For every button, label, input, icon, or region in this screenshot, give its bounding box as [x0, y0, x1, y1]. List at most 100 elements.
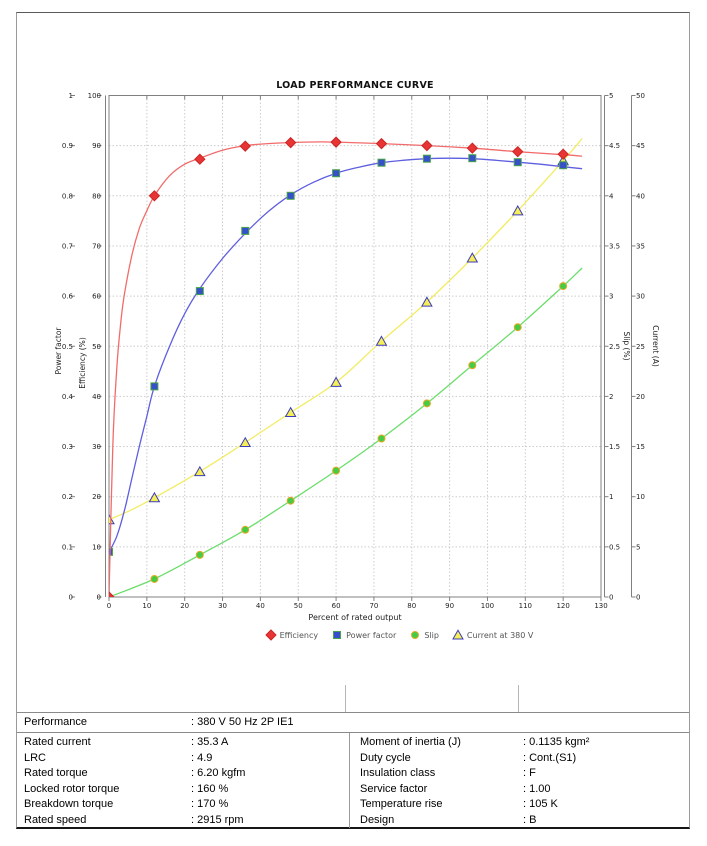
- load-performance-chart: 0 0.1 0.2 0.3 0.4 0.5 0.6 0.7 0.8 0.9 1 Power facto…: [54, 92, 660, 622]
- svg-text:110: 110: [519, 602, 532, 610]
- table-row: Moment of inertia (J) : 0.1135 kgm²: [350, 735, 689, 751]
- svg-text:10: 10: [142, 602, 151, 610]
- svg-text:100: 100: [481, 602, 494, 610]
- table-row-value: : 2915 rpm: [191, 813, 244, 826]
- svg-text:0: 0: [636, 594, 640, 602]
- svg-text:4.5: 4.5: [609, 142, 620, 150]
- axes: 0 0.1 0.2 0.3 0.4 0.5 0.6 0.7 0.8 0.9 1 Power facto…: [54, 92, 660, 622]
- table-row-label: Insulation class: [360, 767, 436, 779]
- spec-table: Rated current : 35.3 A LRC: 4.9 Rated torqu…: [17, 732, 689, 828]
- axis-title-pf: Power factor: [54, 327, 63, 375]
- table-spacer-separator-1: [345, 685, 346, 712]
- series-current-at-380-v: [109, 138, 583, 525]
- svg-text:5: 5: [636, 543, 640, 551]
- triangle-marker-icon: [452, 629, 464, 640]
- svg-text:10: 10: [636, 493, 645, 501]
- table-row: Design: B: [350, 813, 689, 829]
- spec-table-right-column: Moment of inertia (J) : 0.1135 kgm² Duty c…: [349, 733, 689, 828]
- legend-label: Efficiency: [279, 630, 319, 640]
- performance-row: Performance : 380 V 50 Hz 2P IE1: [17, 712, 689, 732]
- svg-text:90: 90: [445, 602, 454, 610]
- spec-table-left-column: Rated current : 35.3 A LRC: 4.9 Rated torqu…: [17, 733, 349, 828]
- svg-text:40: 40: [256, 602, 265, 610]
- legend-label: Power factor: [346, 630, 397, 640]
- svg-text:1: 1: [609, 493, 613, 501]
- table-row: Insulation class : F: [350, 766, 689, 782]
- table-row-value: : F: [523, 767, 536, 779]
- table-row-value: : 1.00: [523, 782, 551, 795]
- table-row-value: : 160 %: [191, 782, 229, 795]
- svg-text:0.6: 0.6: [62, 293, 74, 301]
- svg-text:30: 30: [218, 602, 227, 610]
- plot-border: [108, 95, 602, 598]
- svg-text:80: 80: [407, 602, 416, 610]
- svg-text:80: 80: [92, 192, 101, 200]
- axis-pf: 0 0.1 0.2 0.3 0.4 0.5 0.6 0.7 0.8 0.9 1 Power facto…: [54, 92, 75, 602]
- axis-cur: 0 5 10 15 20 25 30 35 40 45 50 Current (A): [631, 92, 660, 602]
- legend-item-current-at-380-v: Current at 380 V: [452, 629, 533, 641]
- legend-label: Slip: [424, 630, 439, 640]
- svg-text:2.5: 2.5: [609, 343, 620, 351]
- svg-text:50: 50: [92, 343, 101, 351]
- chart-title: LOAD PERFORMANCE CURVE: [276, 80, 434, 91]
- axis-title-slip: Slip (%): [622, 331, 631, 360]
- table-row-value: : 105 K: [523, 798, 558, 810]
- svg-text:0.7: 0.7: [62, 242, 73, 250]
- svg-text:3.5: 3.5: [609, 242, 620, 250]
- series-efficiency: [109, 136, 583, 597]
- svg-text:0.2: 0.2: [62, 493, 73, 501]
- table-row-value: : B: [523, 813, 537, 826]
- series-power-factor: [109, 154, 583, 556]
- x-axis-title: Percent of rated output: [308, 613, 401, 622]
- circle-marker-icon: [411, 631, 420, 639]
- svg-text:0: 0: [107, 602, 111, 610]
- axis-x: 0 10 20 30 40 50 60 70 80 90 100 110 120 130 Percent o…: [107, 95, 608, 622]
- svg-text:1.5: 1.5: [609, 443, 620, 451]
- svg-text:2: 2: [609, 393, 613, 401]
- table-row-value: : 6.20 kgfm: [191, 767, 246, 779]
- table-row: LRC: 4.9: [17, 751, 349, 767]
- svg-text:60: 60: [92, 293, 101, 301]
- table-row-label: Temperature rise: [360, 798, 443, 810]
- square-marker-icon: [333, 631, 342, 639]
- table-row-label: Duty cycle: [360, 751, 411, 764]
- table-spacer-separator-2: [518, 685, 519, 712]
- performance-label: Performance: [24, 716, 87, 728]
- svg-text:30: 30: [636, 293, 645, 301]
- axis-eff: 0 10 20 30 40 50 60 70 80 90 100 Efficiency (%): [78, 92, 106, 602]
- table-row-value: : 35.3 A: [191, 736, 229, 748]
- svg-text:120: 120: [556, 602, 569, 610]
- table-row-label: Moment of inertia (J): [360, 736, 461, 748]
- svg-text:40: 40: [636, 192, 645, 200]
- table-row-label: Breakdown torque: [24, 798, 114, 810]
- svg-text:60: 60: [332, 602, 341, 610]
- table-row-value: : 0.1135 kgm²: [523, 736, 590, 748]
- svg-text:0.1: 0.1: [62, 543, 73, 551]
- table-row-label: Rated current: [24, 736, 91, 748]
- gridlines: [109, 95, 601, 597]
- table-row: Rated torque: 6.20 kgfm: [17, 766, 349, 782]
- svg-text:20: 20: [92, 493, 101, 501]
- svg-text:50: 50: [636, 92, 645, 100]
- svg-text:0: 0: [609, 594, 613, 602]
- axis-title-eff: Efficiency (%): [78, 337, 87, 389]
- svg-text:70: 70: [92, 242, 101, 250]
- svg-text:0.5: 0.5: [62, 343, 73, 351]
- table-row-label: Rated speed: [24, 813, 87, 826]
- table-row: Rated current : 35.3 A: [17, 735, 349, 751]
- document-frame: LOAD PERFORMANCE CURVE 0 0.1 0.2 0.3 0.4 0.5 0…: [16, 12, 690, 829]
- svg-text:0: 0: [97, 594, 101, 602]
- legend-item-power-factor: Power factor: [331, 629, 396, 641]
- series-slip: [109, 267, 583, 597]
- svg-text:0: 0: [69, 594, 73, 602]
- svg-text:5: 5: [609, 92, 613, 100]
- svg-text:0.9: 0.9: [62, 142, 73, 150]
- svg-text:4: 4: [609, 192, 614, 200]
- table-row: Locked rotor torque: 160 %: [17, 782, 349, 798]
- svg-text:130: 130: [594, 602, 607, 610]
- table-row: Duty cycle: Cont.(S1): [350, 751, 689, 767]
- table-row-label: LRC: [24, 751, 47, 764]
- table-row: Rated speed : 2915 rpm: [17, 813, 349, 829]
- svg-text:30: 30: [92, 443, 101, 451]
